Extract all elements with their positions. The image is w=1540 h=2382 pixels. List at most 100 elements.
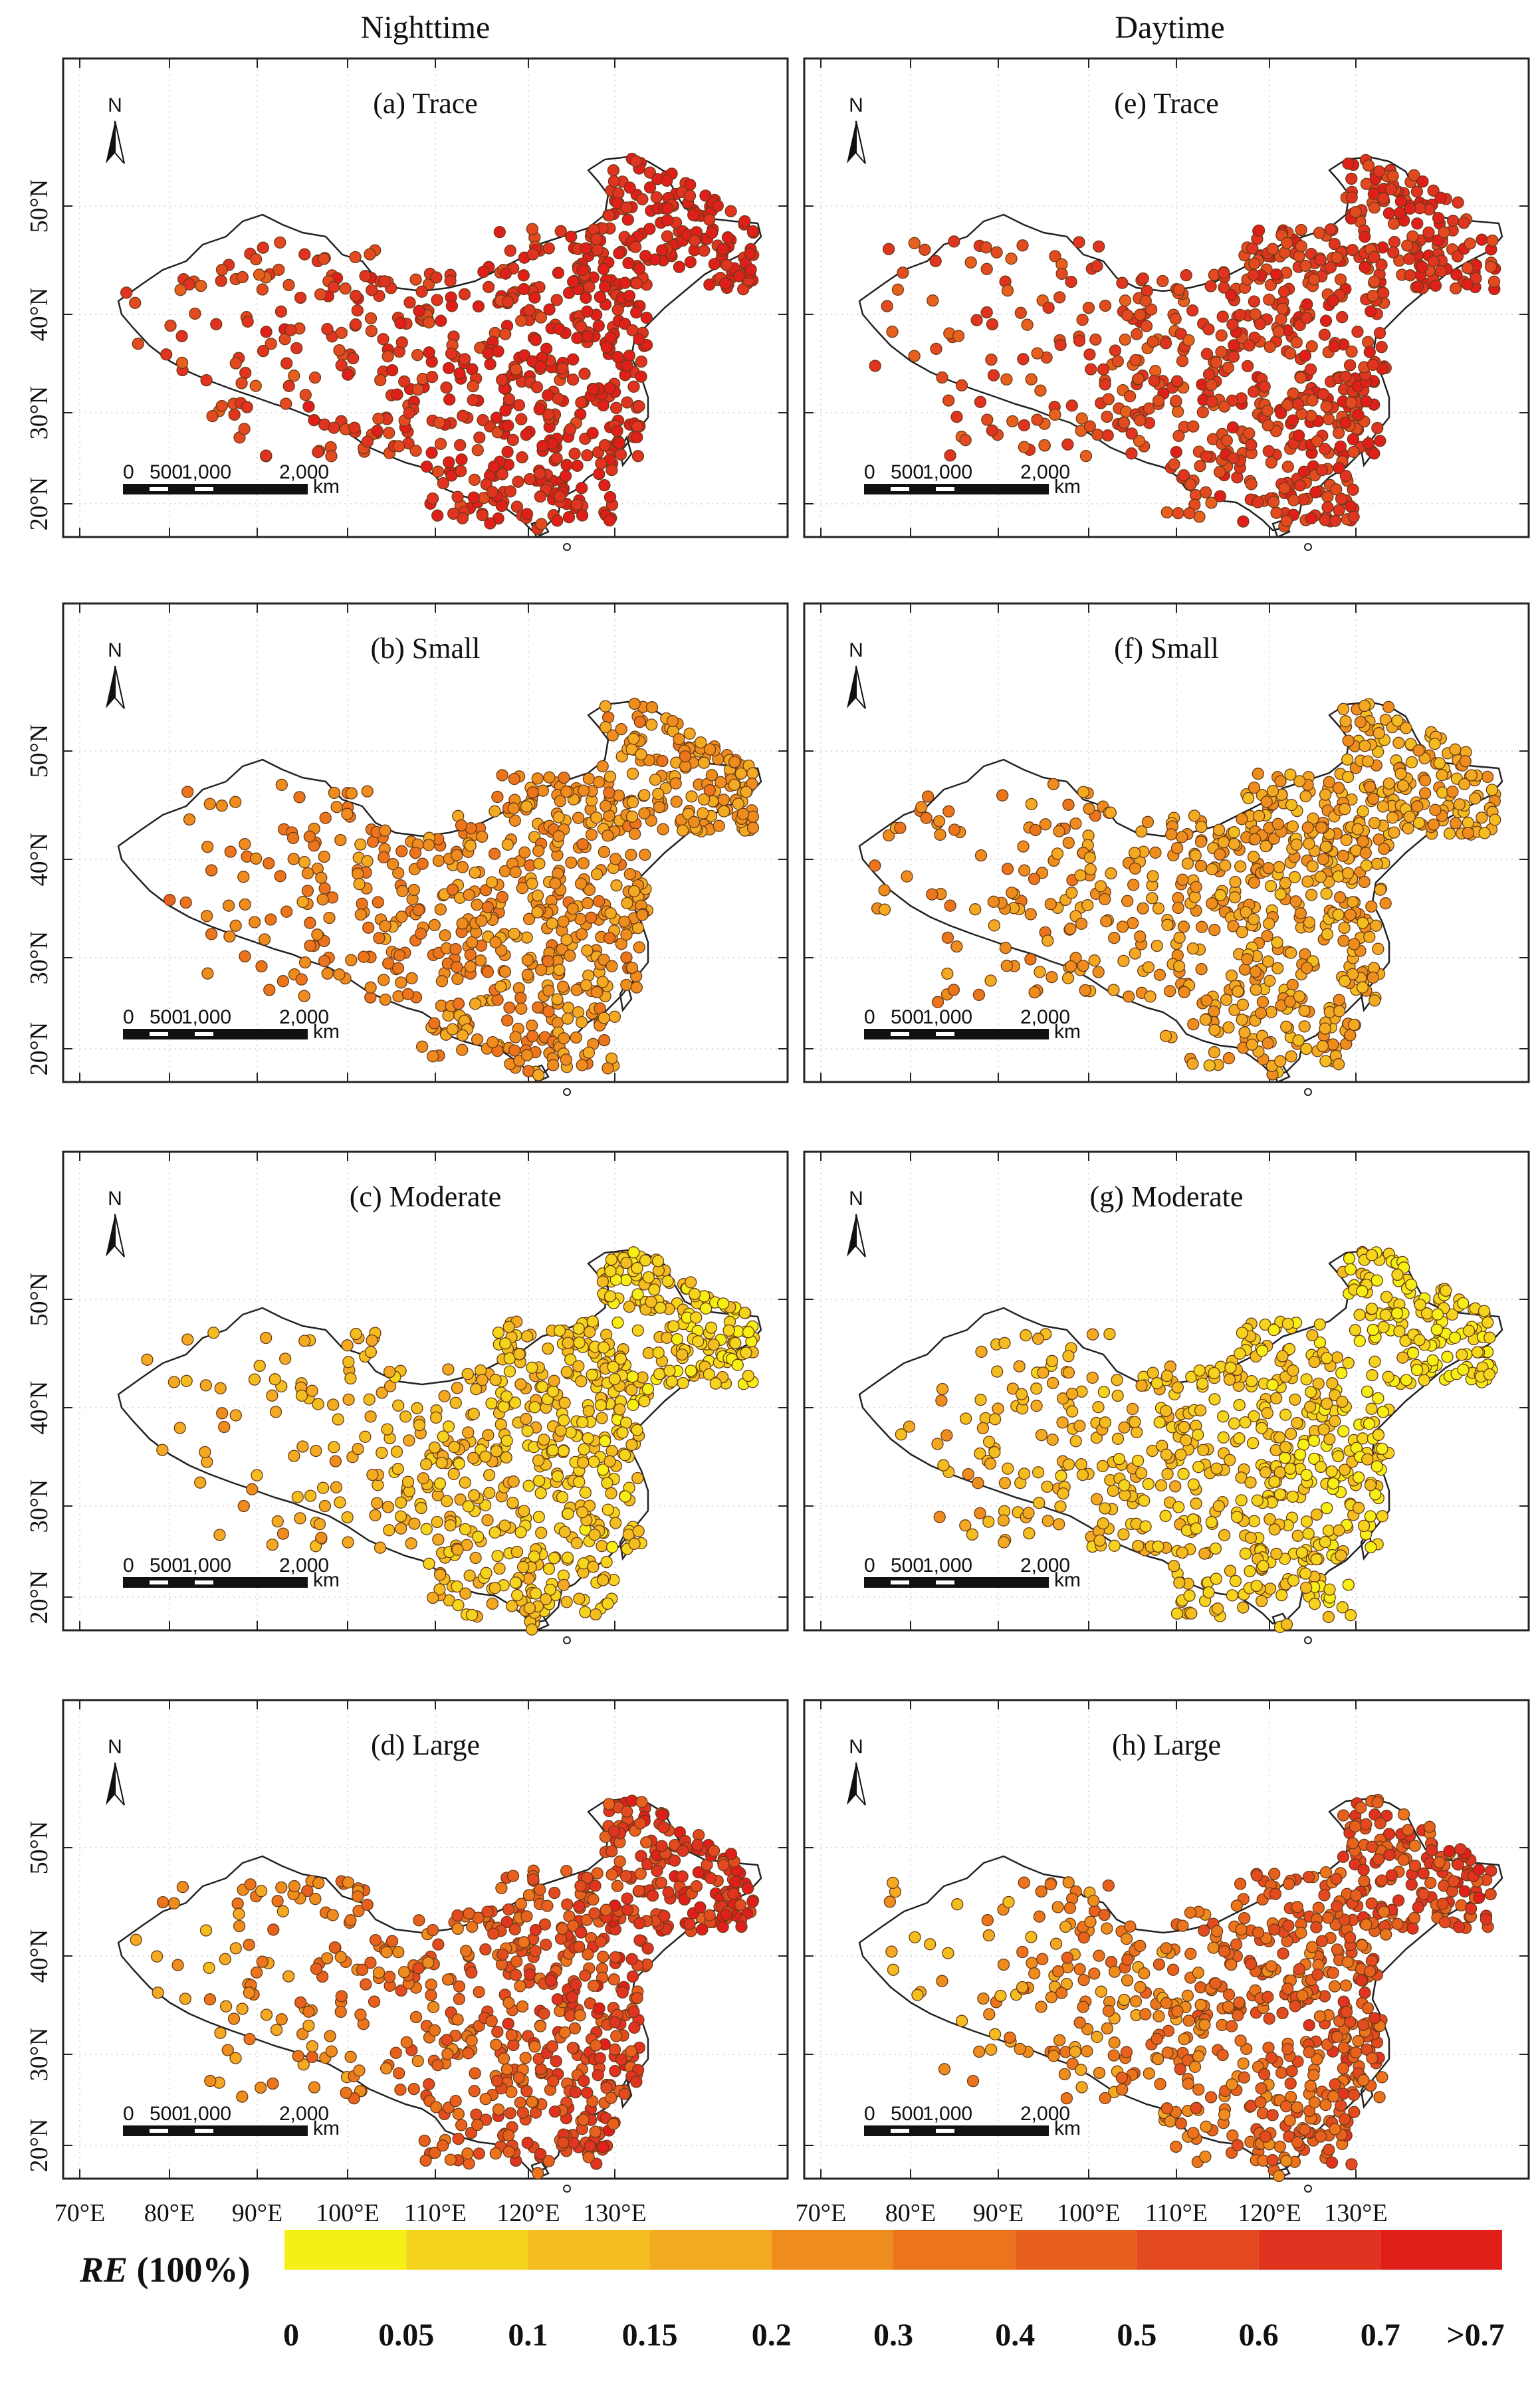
station-point	[241, 401, 253, 413]
station-point	[282, 278, 295, 292]
station-point	[579, 1606, 592, 1618]
station-point	[1234, 860, 1247, 873]
station-point	[1051, 847, 1064, 860]
station-point	[341, 808, 354, 820]
station-point	[1083, 348, 1096, 361]
station-point	[1281, 237, 1293, 249]
station-point	[614, 448, 627, 461]
station-point	[595, 457, 607, 470]
station-point	[334, 1496, 346, 1509]
station-point	[471, 444, 484, 457]
station-point	[557, 2136, 570, 2149]
station-point	[528, 2040, 541, 2053]
station-point	[373, 932, 385, 944]
station-point	[1345, 191, 1358, 204]
station-point	[453, 367, 466, 379]
station-point	[974, 395, 987, 408]
station-point	[256, 1955, 269, 1968]
station-point	[167, 1897, 181, 1909]
station-point	[627, 380, 640, 393]
station-point	[959, 434, 972, 447]
station-point	[1337, 934, 1350, 947]
station-point	[487, 1035, 499, 1049]
station-point	[1018, 441, 1031, 453]
station-point	[536, 1380, 549, 1393]
station-point	[626, 324, 639, 337]
station-point	[502, 1321, 515, 1333]
station-point	[1121, 895, 1134, 907]
station-point	[1319, 514, 1331, 526]
station-point	[623, 181, 636, 194]
station-point	[554, 1424, 567, 1437]
station-point	[327, 280, 340, 293]
station-point	[304, 917, 316, 929]
station-point	[556, 1922, 569, 1935]
station-point	[1005, 253, 1018, 265]
station-point	[489, 1526, 501, 1539]
station-point	[562, 511, 576, 524]
station-point	[1354, 716, 1367, 728]
station-point	[596, 1540, 608, 1553]
station-point	[328, 1941, 341, 1954]
station-point	[451, 1909, 464, 1922]
station-point	[464, 948, 477, 961]
station-point	[521, 2137, 534, 2149]
station-point	[526, 1623, 538, 1636]
station-point	[1344, 500, 1357, 512]
station-point	[236, 2003, 249, 2015]
station-point	[506, 1870, 520, 1882]
station-point	[498, 965, 512, 978]
station-point	[383, 1971, 396, 1983]
station-point	[395, 1522, 407, 1535]
station-point	[282, 379, 295, 392]
station-point	[1462, 816, 1474, 829]
column-title-daytime: Daytime	[1115, 10, 1225, 45]
station-point	[1418, 774, 1432, 787]
station-point	[436, 2139, 449, 2152]
station-point	[1219, 859, 1232, 872]
station-point	[1169, 1480, 1182, 1493]
station-point	[633, 400, 645, 413]
station-point	[613, 1403, 626, 1416]
station-point	[256, 283, 269, 296]
station-point	[600, 720, 612, 734]
station-point	[623, 289, 636, 302]
station-point	[518, 846, 531, 859]
station-point	[1045, 970, 1058, 984]
station-point	[1391, 714, 1404, 727]
station-point	[476, 508, 489, 522]
station-point	[638, 1395, 651, 1408]
station-point	[423, 1557, 435, 1570]
station-point	[451, 1922, 464, 1935]
station-point	[471, 899, 483, 911]
station-point	[619, 1449, 631, 1462]
station-point	[1321, 501, 1334, 514]
station-point	[276, 1905, 289, 1917]
scale-bar-segment	[936, 1032, 954, 1036]
station-point	[1319, 1022, 1331, 1035]
station-point	[1265, 1006, 1277, 1018]
station-point	[544, 1974, 557, 1987]
station-point	[1018, 864, 1031, 877]
station-point	[542, 955, 554, 968]
station-point	[534, 490, 547, 503]
station-point	[980, 263, 993, 275]
station-point	[391, 388, 403, 401]
station-point	[1216, 310, 1229, 323]
station-point	[613, 1855, 626, 1868]
station-point	[561, 1012, 574, 1025]
station-point	[573, 1592, 586, 1605]
station-point	[633, 1917, 646, 1929]
station-point	[1125, 447, 1138, 460]
station-point	[164, 319, 177, 332]
station-point	[420, 1523, 433, 1535]
station-point	[1252, 496, 1264, 508]
station-point	[207, 1327, 220, 1339]
station-point	[676, 1870, 689, 1883]
station-point	[1476, 812, 1488, 824]
panel-label: (e) Trace	[1114, 87, 1219, 120]
station-point	[294, 291, 307, 304]
station-point	[526, 786, 539, 799]
